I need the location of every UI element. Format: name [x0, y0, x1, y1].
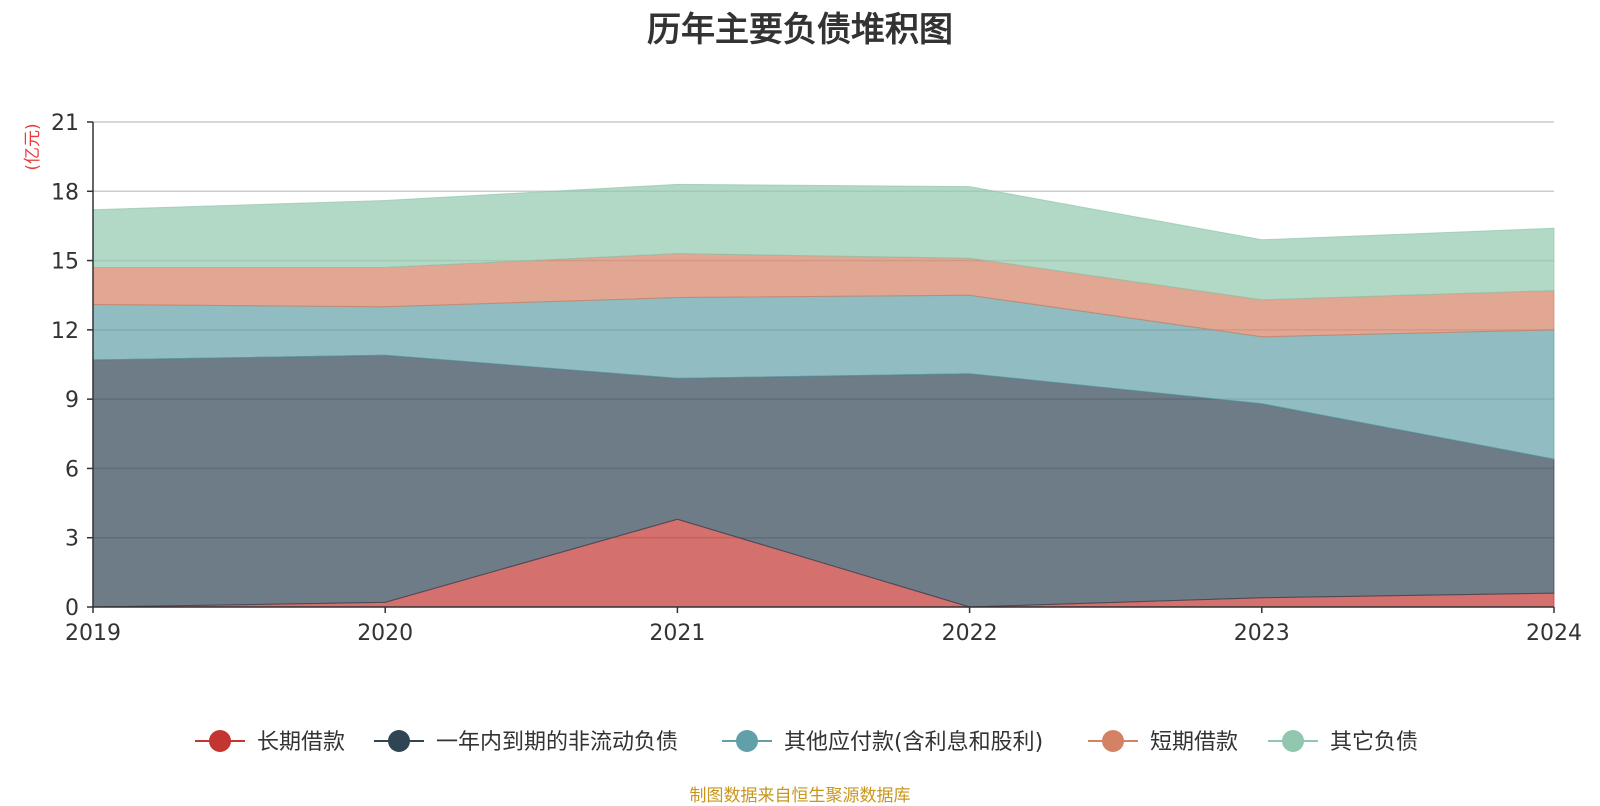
area-其它负债	[92, 183, 1555, 301]
x-tick-label: 2024	[1526, 621, 1582, 646]
legend-marker-icon	[209, 730, 231, 752]
legend-item[interactable]: 一年内到期的非流动负债	[374, 730, 678, 755]
y-tick-label: 0	[65, 596, 79, 621]
area-series	[92, 183, 1555, 608]
legend-label: 其它负债	[1330, 730, 1418, 755]
y-tick-label: 9	[65, 388, 79, 413]
axes: 0 3 6 9 12 15 18 21 2019 2020 2021 2022 2023 2024	[51, 111, 1582, 646]
y-tick-label: 21	[51, 111, 79, 136]
data-source-footer: 制图数据来自恒生聚源数据库	[689, 786, 911, 806]
legend[interactable]: 长期借款 一年内到期的非流动负债 其他应付款(含利息和股利) 短期借款 其它负债	[195, 730, 1418, 755]
y-tick-label: 15	[51, 250, 79, 275]
y-tick-label: 12	[51, 319, 79, 344]
x-tick-label: 2023	[1234, 621, 1290, 646]
x-tick-label: 2021	[649, 621, 705, 646]
legend-item[interactable]: 其他应付款(含利息和股利)	[722, 730, 1043, 755]
legend-marker-icon	[388, 730, 410, 752]
legend-label: 长期借款	[257, 730, 345, 755]
y-tick-label: 18	[51, 180, 79, 205]
legend-marker-icon	[736, 730, 758, 752]
x-tick-label: 2020	[357, 621, 413, 646]
x-tick-label: 2022	[942, 621, 998, 646]
y-tick-label: 6	[65, 457, 79, 482]
legend-label: 其他应付款(含利息和股利)	[784, 730, 1043, 755]
legend-marker-icon	[1282, 730, 1304, 752]
chart-title: 历年主要负债堆积图	[647, 10, 953, 50]
y-tick-label: 3	[65, 527, 79, 552]
legend-label: 一年内到期的非流动负债	[436, 730, 678, 755]
legend-marker-icon	[1102, 730, 1124, 752]
legend-item[interactable]: 其它负债	[1268, 730, 1418, 755]
legend-item[interactable]: 长期借款	[195, 730, 345, 755]
y-axis-unit-label: (亿元)	[23, 123, 43, 170]
legend-label: 短期借款	[1150, 730, 1238, 755]
x-tick-label: 2019	[65, 621, 121, 646]
legend-item[interactable]: 短期借款	[1088, 730, 1238, 755]
